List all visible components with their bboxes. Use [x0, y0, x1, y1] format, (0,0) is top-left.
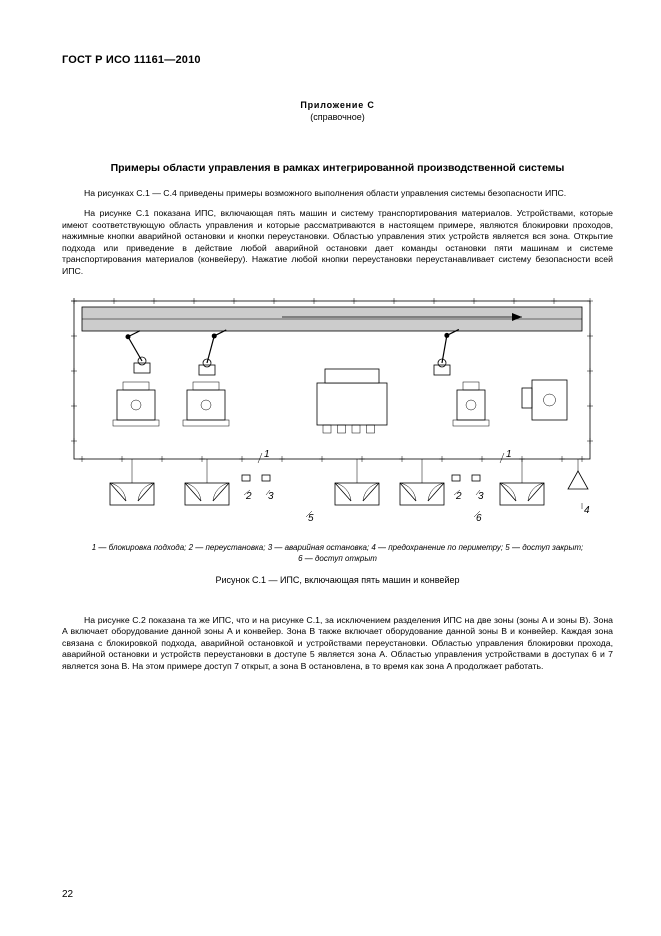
- svg-text:4: 4: [584, 505, 590, 516]
- svg-text:2: 2: [455, 491, 462, 502]
- page: ГОСТ Р ИСО 11161—2010 Приложение С (спра…: [0, 0, 661, 936]
- figure-legend: 1 — блокировка подхода; 2 — переустановк…: [62, 543, 613, 565]
- legend-line-1: 1 — блокировка подхода; 2 — переустановк…: [92, 543, 584, 552]
- appendix-title: Приложение С: [62, 100, 613, 110]
- paragraph-3: На рисунке С.2 показана та же ИПС, что и…: [62, 615, 613, 672]
- svg-text:2: 2: [245, 491, 252, 502]
- legend-line-2: 6 — доступ открыт: [298, 554, 377, 563]
- section-title: Примеры области управления в рамках инте…: [62, 162, 613, 174]
- svg-text:3: 3: [478, 491, 484, 502]
- paragraph-2: На рисунке С.1 показана ИПС, включающая …: [62, 208, 613, 277]
- figure-c1: 1 2 3 5 1 2 3 6 4: [62, 295, 602, 535]
- appendix-subtitle: (справочное): [62, 112, 613, 122]
- svg-text:5: 5: [308, 513, 314, 524]
- svg-text:1: 1: [264, 449, 270, 460]
- figure-svg: 1 2 3 5 1 2 3 6 4: [62, 295, 602, 535]
- svg-text:1: 1: [506, 449, 512, 460]
- paragraph-1: На рисунках С.1 — С.4 приведены примеры …: [62, 188, 613, 199]
- document-code: ГОСТ Р ИСО 11161—2010: [62, 54, 613, 66]
- svg-text:3: 3: [268, 491, 274, 502]
- figure-caption: Рисунок С.1 — ИПС, включающая пять машин…: [62, 575, 613, 585]
- svg-text:6: 6: [476, 513, 482, 524]
- page-number: 22: [62, 889, 73, 900]
